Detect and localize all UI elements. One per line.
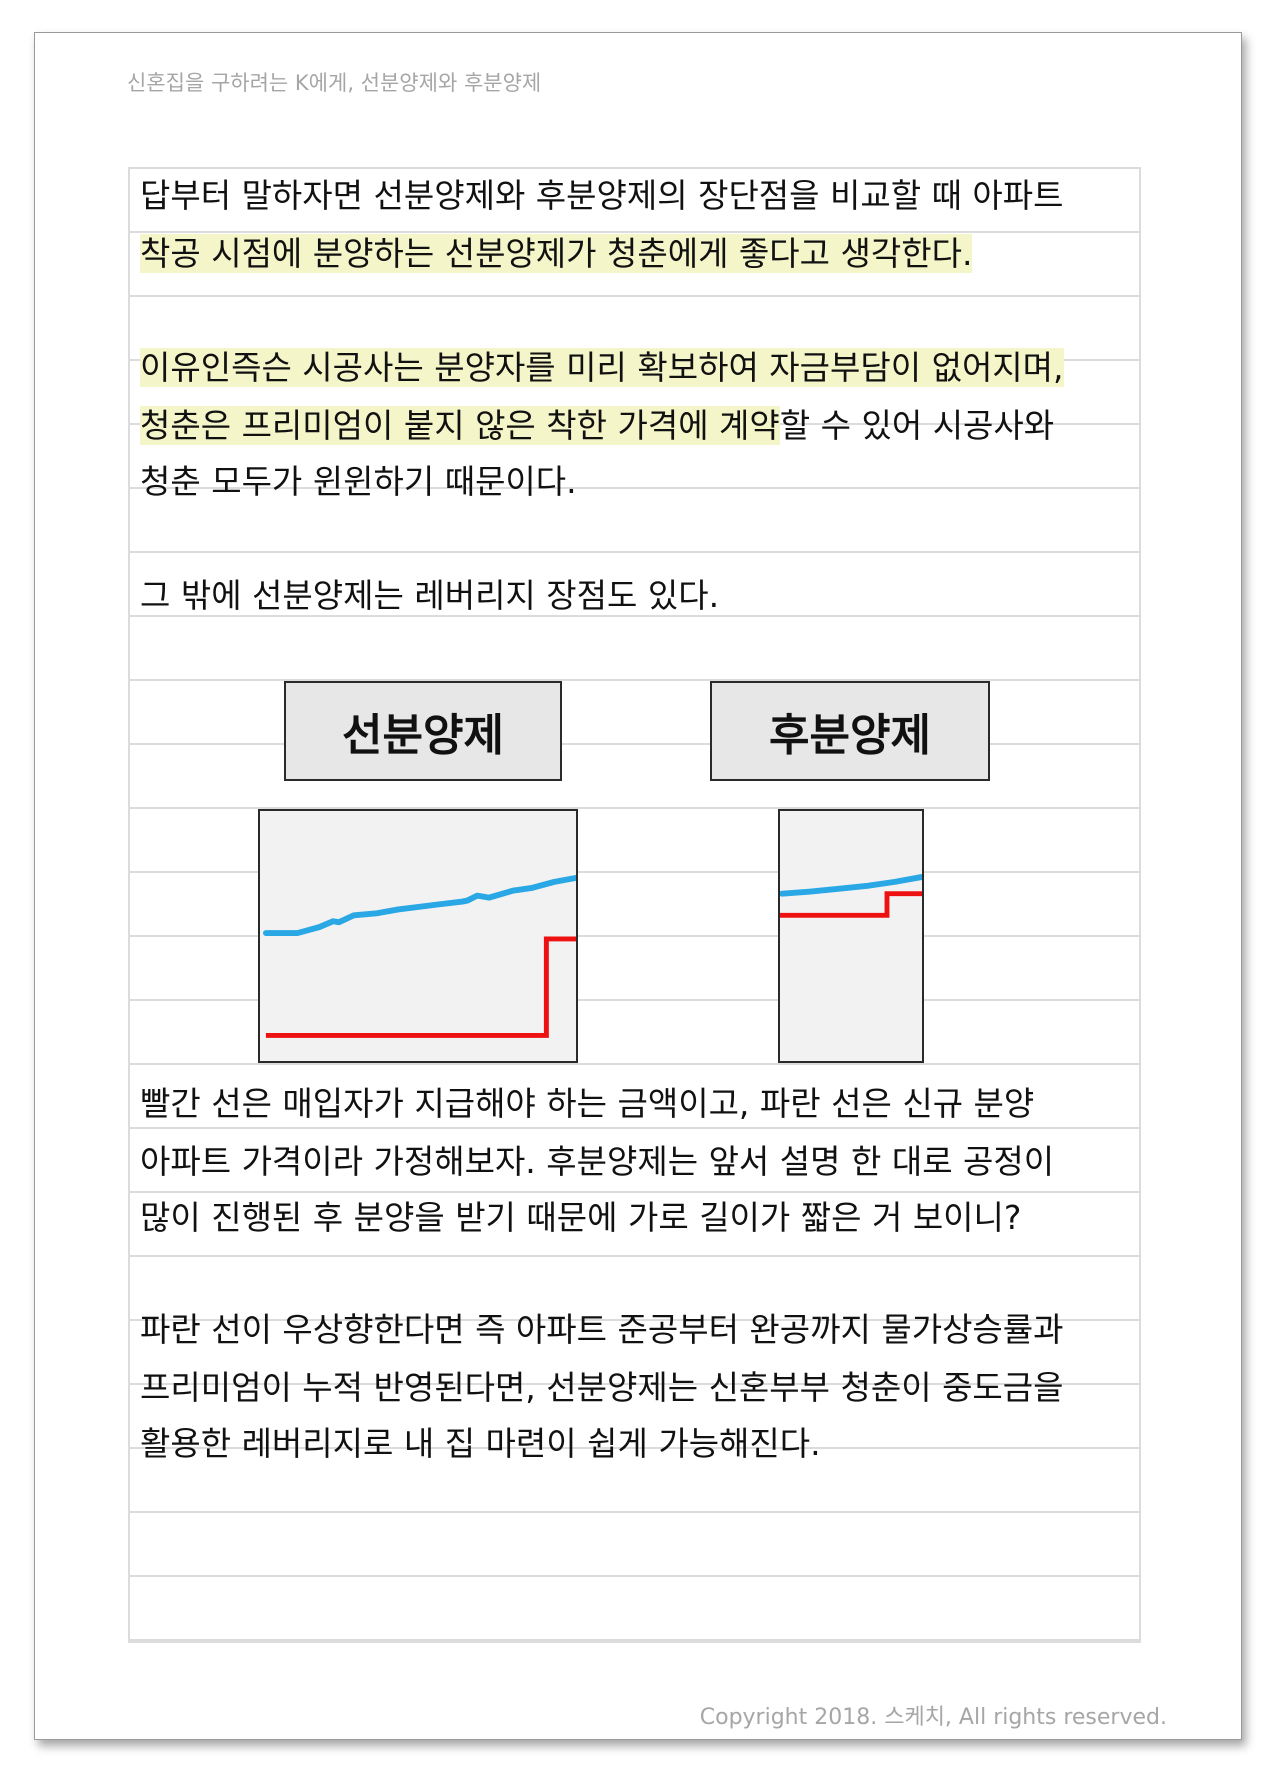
price-line	[780, 873, 922, 897]
price-line	[262, 874, 576, 936]
payment-line	[265, 936, 576, 1038]
payment-line	[780, 891, 922, 918]
paragraph5-line1: 파란 선이 우상향한다면 즉 아파트 준공부터 완공까지 물가상승률과	[140, 1310, 1064, 1349]
paragraph2-line1: 이유인즉슨 시공사는 분양자를 미리 확보하여 자금부담이 없어지며,	[140, 347, 1064, 389]
post-sale-label-box: 후분양제	[710, 681, 990, 781]
paragraph1-line2: 착공 시점에 분양하는 선분양제가 청춘에게 좋다고 생각한다.	[140, 233, 973, 275]
highlighted-text: 이유인즉슨 시공사는 분양자를 미리 확보하여 자금부담이 없어지며,	[140, 348, 1064, 387]
highlighted-text: 청춘은 프리미엄이 붙지 않은 착한 가격에 계약	[140, 406, 780, 445]
document-page: 신혼집을 구하려는 K에게, 선분양제와 후분양제 답부터 말하자면 선분양제와…	[34, 32, 1242, 1740]
paragraph4-line1: 빨간 선은 매입자가 지급해야 하는 금액이고, 파란 선은 신규 분양	[140, 1084, 1035, 1123]
pre-sale-label-box: 선분양제	[284, 681, 562, 781]
paragraph5-line3: 활용한 레버리지로 내 집 마련이 쉽게 가능해진다.	[140, 1424, 821, 1463]
paragraph2-line2: 청춘은 프리미엄이 붙지 않은 착한 가격에 계약할 수 있어 시공사와	[140, 405, 1054, 447]
paragraph2-line3: 청춘 모두가 윈윈하기 때문이다.	[140, 462, 577, 501]
paragraph3-line1: 그 밖에 선분양제는 레버리지 장점도 있다.	[140, 576, 720, 615]
lined-text-area: 답부터 말하자면 선분양제와 후분양제의 장단점을 비교할 때 아파트 착공 시…	[128, 167, 1141, 1643]
paragraph4-line2: 아파트 가격이라 가정해보자. 후분양제는 앞서 설명 한 대로 공정이	[140, 1142, 1055, 1181]
paragraph4-line3: 많이 진행된 후 분양을 받기 때문에 가로 길이가 짧은 거 보이니?	[140, 1198, 1022, 1237]
paragraph1-line1: 답부터 말하자면 선분양제와 후분양제의 장단점을 비교할 때 아파트	[140, 176, 1064, 215]
pre-sale-chart	[258, 809, 578, 1063]
running-title: 신혼집을 구하려는 K에게, 선분양제와 후분양제	[127, 71, 542, 95]
post-sale-chart	[778, 809, 924, 1063]
highlighted-text: 착공 시점에 분양하는 선분양제가 청춘에게 좋다고 생각한다.	[140, 234, 973, 273]
paragraph5-line2: 프리미엄이 누적 반영된다면, 선분양제는 신혼부부 청춘이 중도금을	[140, 1368, 1064, 1407]
copyright-notice: Copyright 2018. 스케치, All rights reserved…	[699, 1705, 1167, 1730]
plain-text: 할 수 있어 시공사와	[779, 406, 1055, 445]
